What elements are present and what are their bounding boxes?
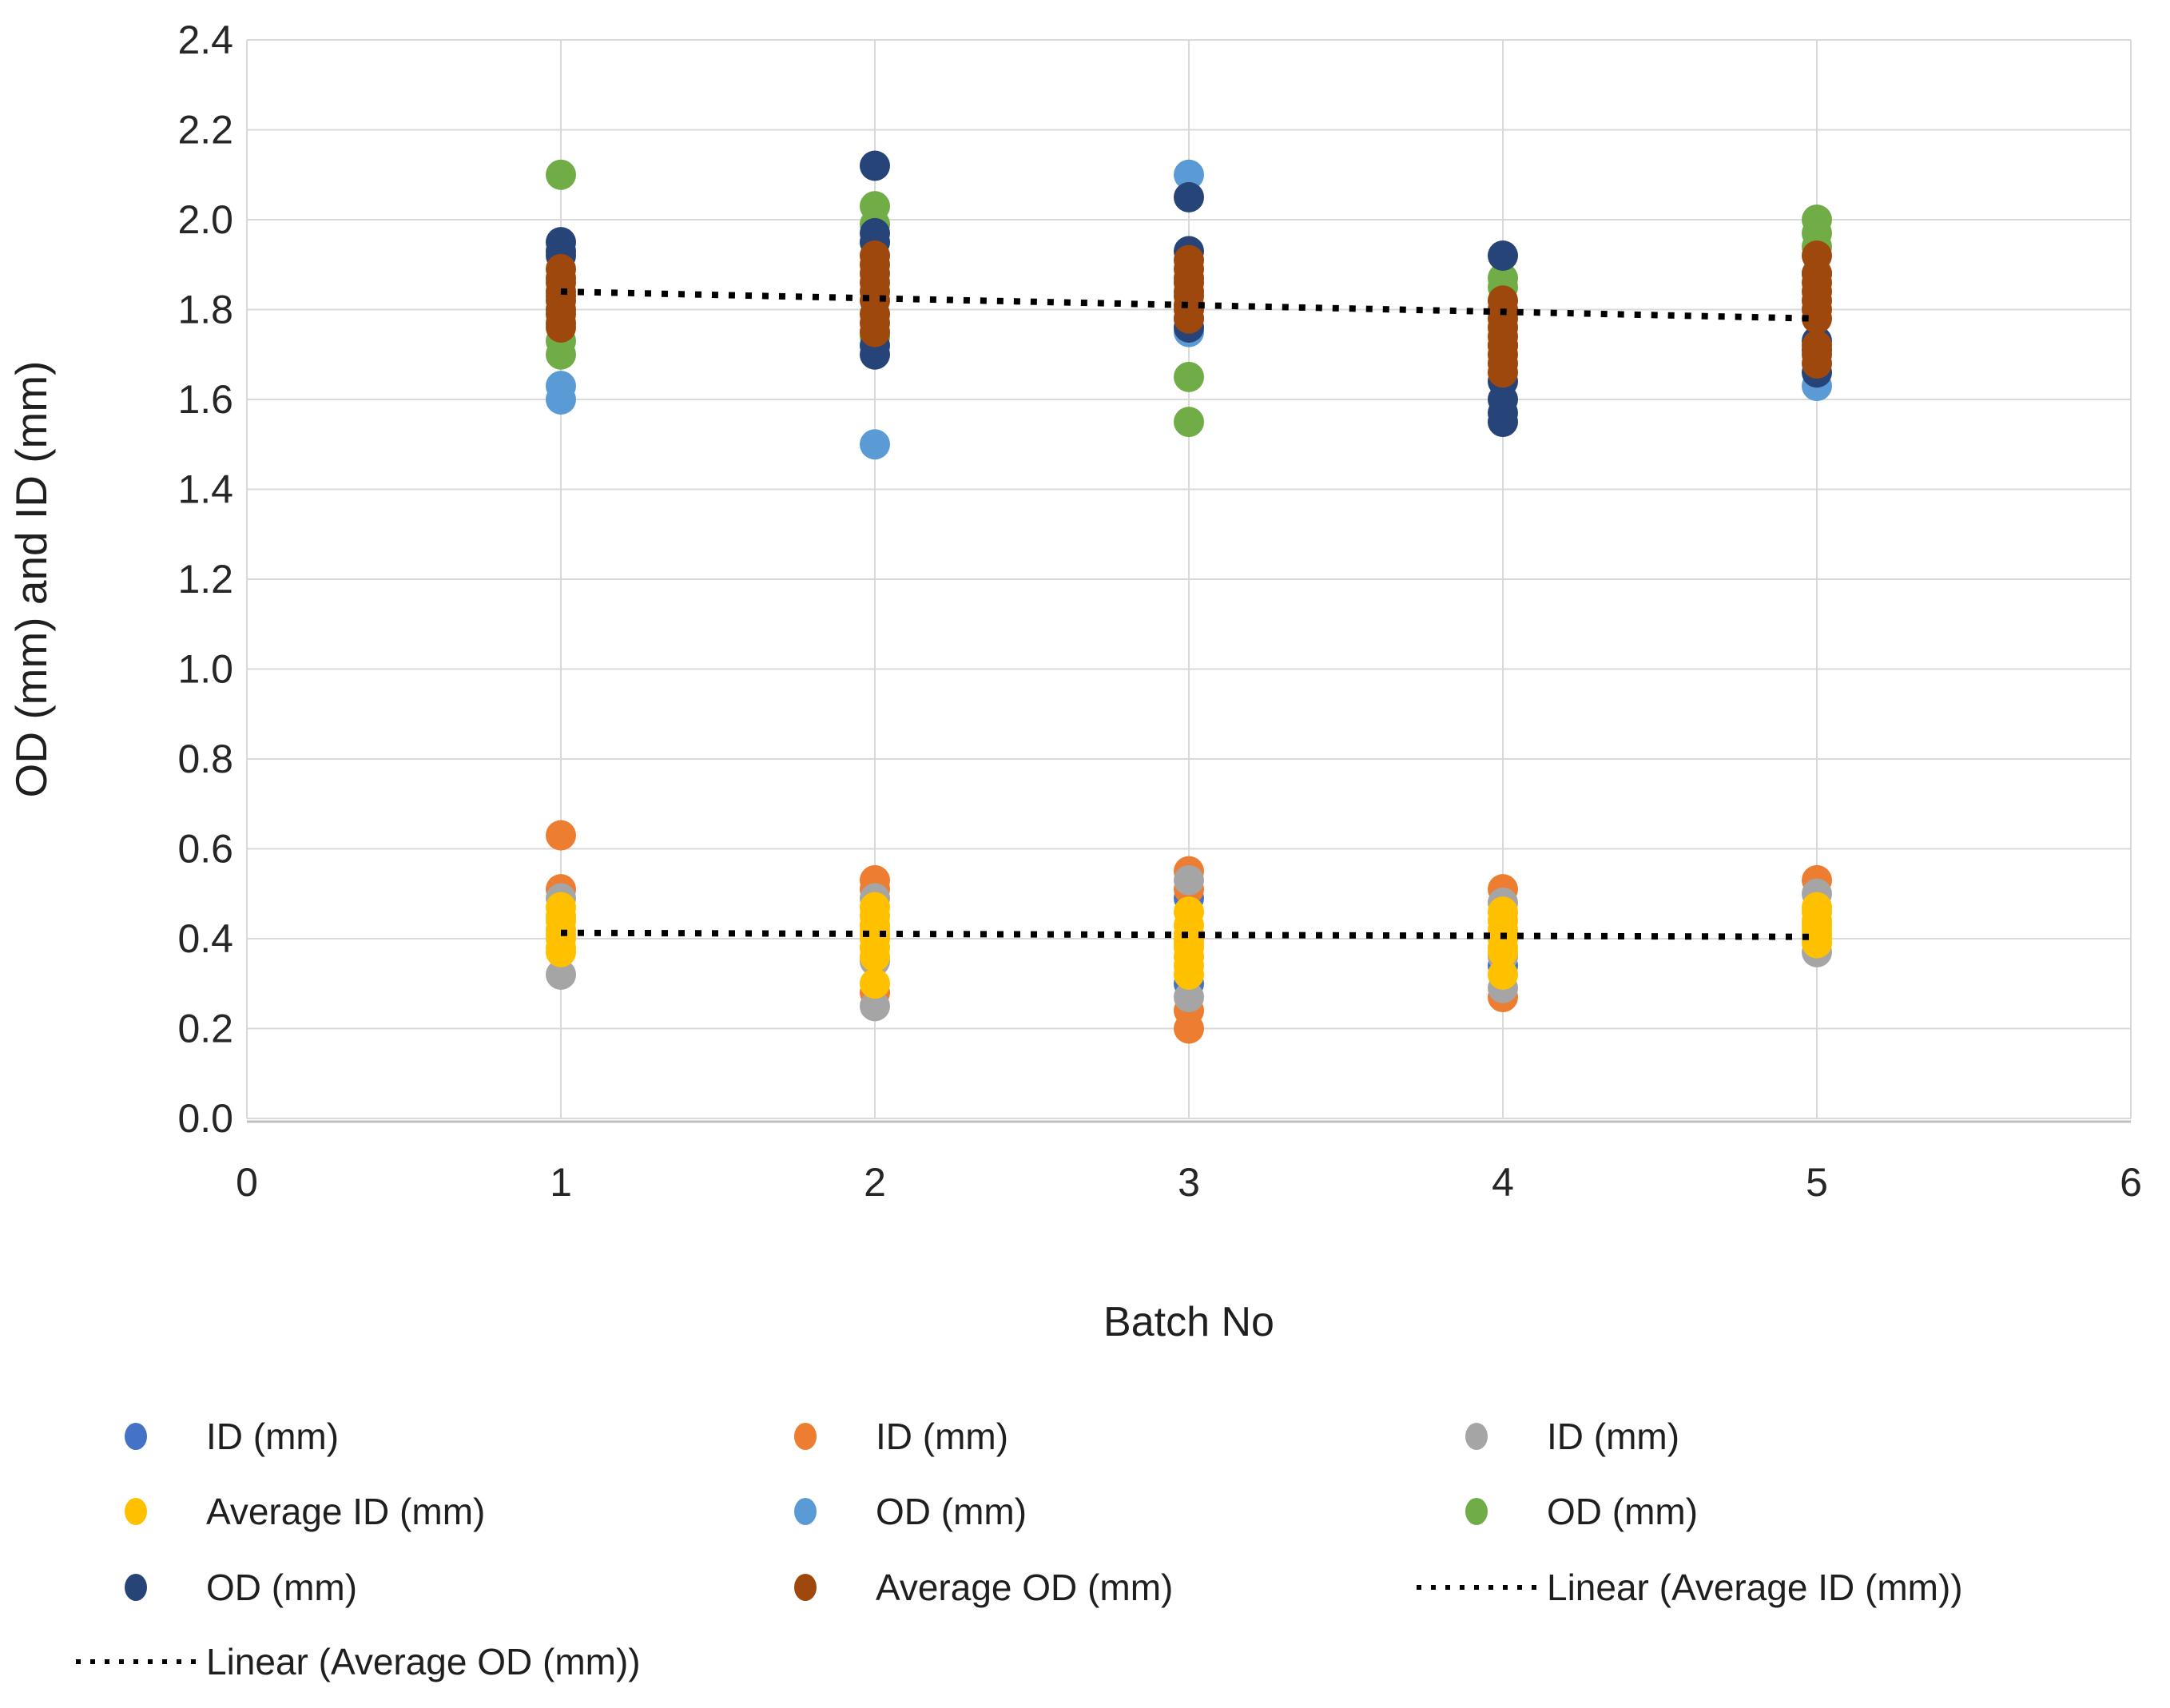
data-point	[1174, 159, 1204, 190]
legend-item: OD (mm)	[125, 1567, 357, 1608]
data-point	[1488, 407, 1518, 438]
data-points	[546, 150, 1832, 1044]
legend-dot-icon	[125, 1498, 147, 1525]
legend-item: OD (mm)	[1465, 1491, 1698, 1532]
data-point	[546, 312, 576, 343]
series-average-id-mm	[546, 892, 1832, 999]
legend-dot-icon	[794, 1574, 817, 1601]
legend-item: Average ID (mm)	[125, 1491, 485, 1532]
legend-dot-icon	[794, 1423, 817, 1450]
legend-dot-icon	[794, 1498, 817, 1525]
x-tick-label: 1	[550, 1160, 572, 1205]
y-tick-label: 2.4	[177, 18, 233, 62]
gridlines	[246, 39, 2132, 1123]
legend-label: ID (mm)	[1547, 1416, 1679, 1457]
data-point	[860, 941, 890, 972]
y-tick-label: 0.0	[177, 1096, 233, 1141]
y-tick-label: 1.6	[177, 377, 233, 422]
data-point	[1174, 1013, 1204, 1044]
y-tick-label: 1.4	[177, 467, 233, 512]
data-point	[1488, 357, 1518, 388]
x-tick-label: 4	[1492, 1160, 1514, 1205]
x-tick-label: 2	[864, 1160, 886, 1205]
y-tick-label: 0.8	[177, 737, 233, 781]
legend-label: Average ID (mm)	[206, 1491, 485, 1532]
y-tick-label: 2.2	[177, 108, 233, 153]
y-tick-label: 1.0	[177, 647, 233, 692]
data-point	[546, 820, 576, 851]
legend-item: Linear (Average OD (mm))	[76, 1641, 641, 1682]
data-point	[860, 429, 890, 460]
x-tick-label: 6	[2120, 1160, 2142, 1205]
legend-label: Linear (Average ID (mm))	[1547, 1567, 1963, 1608]
legend-label: OD (mm)	[876, 1491, 1027, 1532]
data-point	[1488, 240, 1518, 271]
legend: ID (mm) ID (mm) ID (mm) Average ID (mm) OD (…	[76, 1416, 1963, 1682]
data-point	[1488, 936, 1518, 967]
legend-label: Linear (Average OD (mm))	[206, 1641, 641, 1682]
data-point	[1174, 864, 1204, 896]
legend-item: ID (mm)	[1465, 1416, 1679, 1457]
data-point	[1802, 303, 1832, 334]
data-point	[860, 991, 890, 1022]
legend-item: ID (mm)	[794, 1416, 1008, 1457]
data-point	[546, 936, 576, 967]
legend-label: OD (mm)	[206, 1567, 357, 1608]
series-id-mm	[1174, 883, 1518, 999]
legend-dot-icon	[1465, 1423, 1488, 1450]
legend-item: OD (mm)	[794, 1491, 1027, 1532]
x-tick-label: 3	[1178, 1160, 1200, 1205]
x-tick-label: 5	[1806, 1160, 1828, 1205]
legend-dot-icon	[125, 1423, 147, 1450]
data-point	[860, 150, 890, 181]
data-point	[860, 968, 890, 999]
y-tick-label: 1.2	[177, 557, 233, 602]
data-point	[860, 339, 890, 370]
legend-item: Linear (Average ID (mm))	[1417, 1567, 1963, 1608]
data-point	[546, 339, 576, 370]
legend-dot-icon	[1465, 1498, 1488, 1525]
data-point	[1802, 927, 1832, 959]
y-tick-label: 2.0	[177, 197, 233, 242]
y-tick-label: 0.6	[177, 827, 233, 872]
legend-label: Average OD (mm)	[876, 1567, 1173, 1608]
data-point	[860, 316, 890, 348]
legend-label: ID (mm)	[206, 1416, 339, 1457]
data-point	[1488, 959, 1518, 990]
data-point	[1174, 181, 1204, 213]
legend-item: ID (mm)	[125, 1416, 339, 1457]
data-point	[546, 959, 576, 990]
x-tick-label: 0	[236, 1160, 258, 1205]
data-point	[1174, 361, 1204, 392]
legend-dot-icon	[125, 1574, 147, 1601]
legend-label: ID (mm)	[876, 1416, 1008, 1457]
y-tick-label: 0.2	[177, 1007, 233, 1051]
legend-label: OD (mm)	[1547, 1491, 1698, 1532]
data-point	[546, 159, 576, 190]
series-average-od-mm	[546, 240, 1832, 388]
x-axis-tick-labels: 0 1 2 3 4 5 6	[236, 1160, 2142, 1205]
y-axis-tick-labels: 0.0 0.2 0.4 0.6 0.8 1.0 1.2 1.4 1.6 1.8 2.0 2.2 2.4	[177, 18, 233, 1141]
data-point	[1174, 982, 1204, 1013]
data-point	[1174, 303, 1204, 334]
data-point	[1174, 959, 1204, 990]
x-axis-title: Batch No	[1103, 1299, 1274, 1345]
data-point	[546, 384, 576, 415]
data-point	[1174, 407, 1204, 438]
y-tick-label: 1.8	[177, 288, 233, 332]
y-axis-title: OD (mm) and ID (mm)	[6, 361, 56, 798]
legend-item: Average OD (mm)	[794, 1567, 1173, 1608]
data-point	[1802, 348, 1832, 379]
y-tick-label: 0.4	[177, 916, 233, 961]
